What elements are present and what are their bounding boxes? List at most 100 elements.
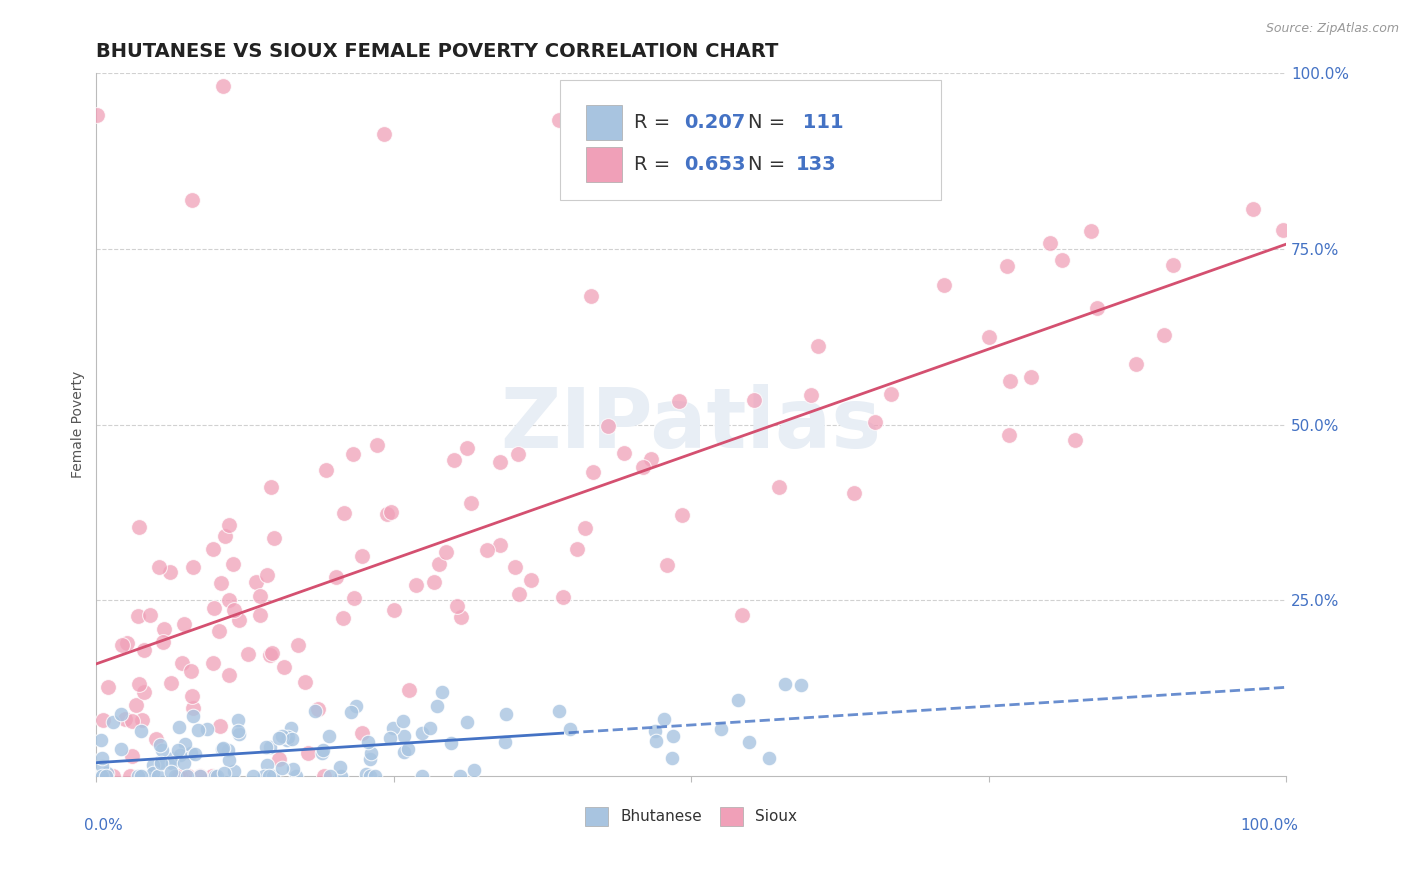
Point [477,543,499,558]
Point [382,602,405,616]
Point [111,639,134,653]
Point [200,769,222,783]
Point [127,609,149,624]
Point [582,465,605,479]
Point [218,668,240,682]
Point [127,769,149,783]
Point [263,769,285,783]
Point [222,558,245,572]
Point [661,751,683,765]
Point [456,714,478,729]
Point [260,646,283,660]
Point [180,689,202,703]
Point [304,705,326,719]
Text: R =: R = [634,155,676,174]
Point [222,603,245,617]
Point [118,769,141,783]
Point [273,660,295,674]
Point [173,737,195,751]
Point [270,730,292,744]
Point [1241,202,1264,216]
Point [640,452,662,467]
Point [228,727,250,741]
Point [440,736,463,750]
Point [574,521,596,535]
Point [101,769,124,783]
Point [806,339,828,353]
Point [181,700,204,714]
Point [551,591,574,605]
Point [548,704,571,718]
Point [160,756,183,771]
Point [1050,253,1073,268]
Point [1272,222,1295,236]
Point [218,753,240,767]
Point [758,750,780,764]
Point [134,685,156,699]
Point [342,447,364,461]
Point [297,746,319,760]
Point [730,607,752,622]
Point [226,714,249,728]
Point [159,675,181,690]
Point [844,486,866,500]
Point [340,705,363,719]
Point [101,714,124,729]
Point [150,743,173,757]
Point [270,761,292,775]
Point [259,739,281,754]
Point [332,611,354,625]
Point [90,769,112,783]
Point [411,769,433,783]
Point [360,746,382,760]
Point [655,558,678,572]
Point [488,539,510,553]
Point [96,766,118,780]
Point [169,747,191,762]
Point [333,506,356,520]
Point [579,289,602,303]
Point [520,573,543,587]
Point [128,677,150,691]
Point [343,591,366,605]
Point [494,735,516,749]
Point [145,732,167,747]
Point [142,766,165,780]
Point [354,767,377,781]
Point [378,731,401,746]
Point [269,731,291,746]
Point [668,393,690,408]
Point [263,532,285,546]
Point [995,259,1018,273]
Point [422,575,444,590]
Point [159,565,181,579]
Point [1161,259,1184,273]
Point [508,587,530,601]
Point [149,738,172,752]
Point [91,759,114,773]
Point [150,756,173,770]
Text: Source: ZipAtlas.com: Source: ZipAtlas.com [1265,22,1399,36]
Point [207,769,229,783]
FancyBboxPatch shape [586,147,623,182]
Point [181,709,204,723]
Point [165,769,187,783]
Point [226,723,249,738]
Point [138,769,160,783]
Point [211,741,233,756]
Point [202,656,225,670]
Point [249,607,271,622]
Point [128,520,150,534]
Point [131,714,153,728]
Point [768,480,790,494]
Point [167,720,190,734]
Point [149,755,172,769]
Point [661,729,683,743]
Point [375,507,398,521]
Point [267,752,290,766]
Point [977,330,1000,344]
Point [167,743,190,757]
Point [352,549,374,563]
Point [121,714,143,729]
Point [1153,327,1175,342]
